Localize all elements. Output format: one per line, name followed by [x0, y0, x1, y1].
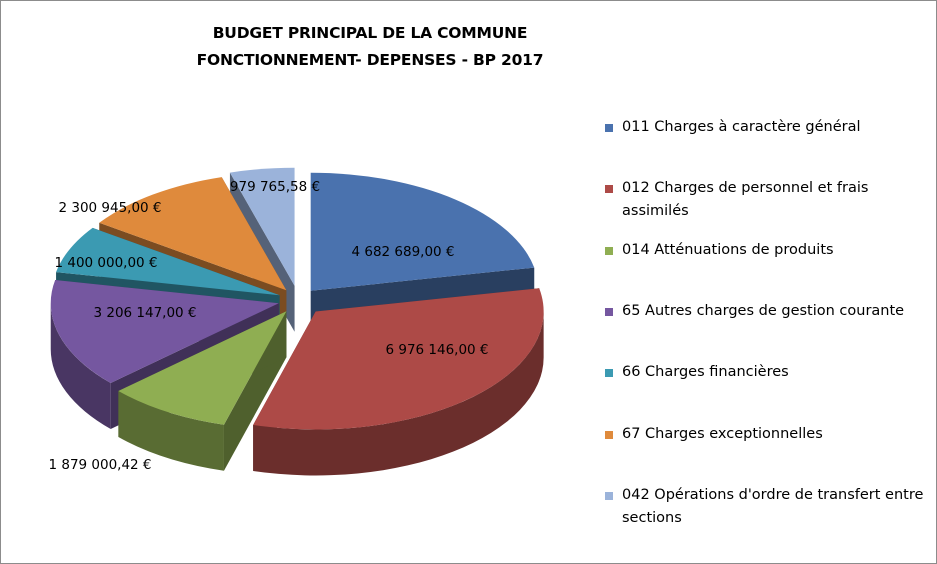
- slice-data-label: 979 765,58 €: [230, 179, 320, 195]
- slice-data-label: 3 206 147,00 €: [93, 305, 196, 321]
- legend-swatch: [605, 308, 613, 316]
- slice-data-label: 1 400 000,00 €: [54, 255, 157, 271]
- pie-slice: [50, 280, 279, 383]
- legend-swatch: [605, 369, 613, 377]
- legend-swatch: [605, 185, 613, 193]
- slice-data-label: 4 682 689,00 €: [351, 244, 454, 260]
- legend-item: 011 Charges à caractère général: [605, 116, 937, 139]
- legend-item: 042 Opérations d'ordre de transfert entr…: [605, 484, 937, 530]
- pie-slice-outer-wall: [50, 303, 111, 429]
- legend-label: 042 Opérations d'ordre de transfert entr…: [622, 487, 924, 526]
- legend-swatch: [605, 431, 613, 439]
- pie-slice-outer-wall: [253, 311, 544, 476]
- slice-data-label: 6 976 146,00 €: [385, 342, 488, 358]
- pie-chart: 4 682 689,00 € 6 976 146,00 € 1 879 000,42…: [48, 167, 544, 476]
- pie-slice: [310, 172, 535, 291]
- legend-label: 67 Charges exceptionnelles: [622, 426, 823, 442]
- legend-item: 012 Charges de personnel et frais assimi…: [605, 177, 937, 223]
- legend-label: 011 Charges à caractère général: [622, 119, 861, 135]
- chart-title-line-1: BUDGET PRINCIPAL DE LA COMMUNE: [212, 24, 528, 42]
- chart-title-line-2: FONCTIONNEMENT- DEPENSES - BP 2017: [196, 51, 544, 69]
- legend-item: 67 Charges exceptionnelles: [605, 423, 937, 446]
- legend-label: 65 Autres charges de gestion courante: [622, 303, 905, 319]
- legend-swatch: [605, 492, 613, 500]
- pie-slice: [253, 288, 544, 430]
- slice-data-label: 1 879 000,42 €: [48, 457, 151, 473]
- pie-slice-outer-wall: [118, 390, 224, 471]
- pie-top-layer: [50, 167, 544, 430]
- legend-item: 65 Autres charges de gestion courante: [605, 300, 937, 323]
- legend-swatch: [605, 124, 613, 132]
- legend-swatch: [605, 247, 613, 255]
- pie-slice: [229, 167, 295, 286]
- pie-slice: [118, 311, 287, 425]
- chart-title: BUDGET PRINCIPAL DE LA COMMUNE FONCTIONN…: [140, 20, 600, 74]
- slice-data-label: 2 300 945,00 €: [58, 200, 161, 216]
- legend-label: 66 Charges financières: [622, 364, 789, 380]
- legend-label: 014 Atténuations de produits: [622, 242, 834, 258]
- pie-label-layer: 4 682 689,00 € 6 976 146,00 € 1 879 000,42…: [48, 179, 488, 473]
- legend-item: 014 Atténuations de produits: [605, 239, 937, 262]
- pie-slice: [56, 227, 280, 296]
- legend-item: 66 Charges financières: [605, 361, 937, 384]
- legend-label: 012 Charges de personnel et frais assimi…: [622, 180, 869, 219]
- pie-slice: [99, 177, 287, 291]
